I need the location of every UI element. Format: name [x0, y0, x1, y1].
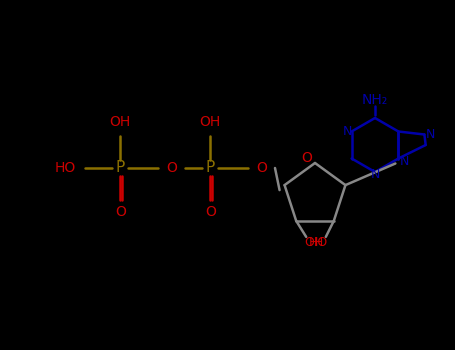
Text: O: O: [206, 205, 217, 219]
Text: O: O: [116, 205, 126, 219]
Text: OH: OH: [109, 115, 131, 129]
Text: OH: OH: [199, 115, 221, 129]
Text: OH: OH: [304, 236, 324, 250]
Text: P: P: [116, 161, 125, 175]
Text: N: N: [370, 168, 379, 182]
Text: O: O: [167, 161, 177, 175]
Text: HO: HO: [55, 161, 76, 175]
Text: HO: HO: [309, 236, 329, 250]
Text: O: O: [302, 151, 313, 165]
Text: NH₂: NH₂: [362, 93, 388, 107]
Text: N: N: [399, 155, 409, 168]
Text: O: O: [257, 161, 268, 175]
Text: N: N: [426, 128, 435, 141]
Text: N: N: [343, 125, 352, 138]
Text: P: P: [205, 161, 215, 175]
